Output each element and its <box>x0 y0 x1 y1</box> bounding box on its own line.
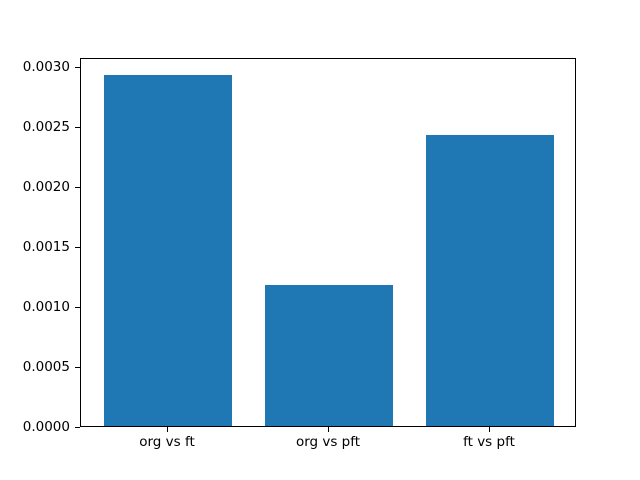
bar-org-vs-ft <box>103 74 233 426</box>
y-tick-label: 0.0010 <box>22 299 70 316</box>
bar-ft-vs-pft <box>425 135 555 426</box>
y-tick-label: 0.0000 <box>22 419 70 435</box>
y-tick-mark <box>75 127 80 129</box>
y-tick-mark <box>75 247 80 249</box>
x-tick-label-org-vs-ft: org vs ft <box>139 434 195 450</box>
x-tick-label-ft-vs-pft: ft vs pft <box>463 434 515 450</box>
x-tick-mark <box>489 427 490 432</box>
x-tick-mark <box>328 427 329 432</box>
y-tick-label: 0.0020 <box>22 179 70 196</box>
x-tick-mark <box>167 427 168 432</box>
y-tick-mark <box>75 187 80 189</box>
plot-area <box>80 58 576 427</box>
y-tick-mark <box>75 427 80 428</box>
y-tick-label: 0.0025 <box>22 119 70 136</box>
y-tick-label: 0.0005 <box>22 359 70 375</box>
y-tick-mark <box>75 307 80 309</box>
y-tick-label: 0.0015 <box>22 239 70 256</box>
bar-org-vs-pft <box>264 285 394 426</box>
x-tick-label-org-vs-pft: org vs pft <box>295 434 361 450</box>
y-tick-mark <box>75 67 80 69</box>
y-tick-label: 0.0030 <box>22 59 70 76</box>
y-tick-mark <box>75 367 80 368</box>
